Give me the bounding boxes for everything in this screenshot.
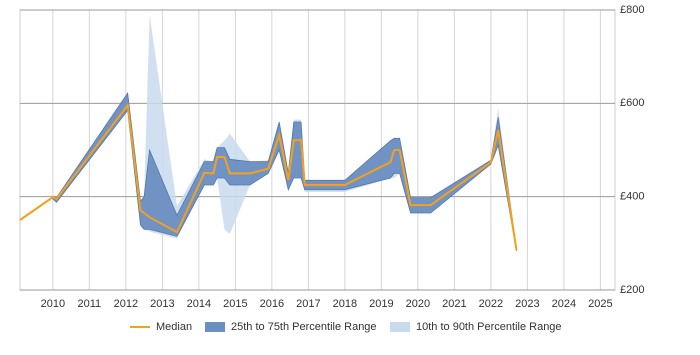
legend-label: 10th to 90th Percentile Range — [416, 321, 562, 333]
x-tick-label: 2011 — [78, 298, 102, 310]
x-tick-label: 2025 — [588, 298, 612, 310]
x-tick-label: 2018 — [333, 298, 357, 310]
y-tick-label: £200 — [620, 284, 644, 296]
x-tick-label: 2015 — [223, 298, 247, 310]
percentile-band — [52, 14, 517, 251]
y-tick-label: £600 — [620, 97, 644, 109]
x-tick-label: 2012 — [114, 298, 138, 310]
x-tick-label: 2021 — [442, 298, 466, 310]
x-tick-label: 2019 — [369, 298, 393, 310]
x-tick-label: 2022 — [479, 298, 503, 310]
x-tick-label: 2013 — [150, 298, 174, 310]
y-tick-label: £800 — [620, 4, 644, 16]
x-tick-label: 2017 — [296, 298, 320, 310]
legend-swatch — [205, 322, 225, 332]
percentile-band — [52, 91, 517, 251]
x-tick-label: 2023 — [515, 298, 539, 310]
x-tick-label: 2020 — [406, 298, 430, 310]
x-tick-label: 2024 — [552, 298, 576, 310]
x-tick-label: 2016 — [260, 298, 284, 310]
median-line — [19, 102, 518, 251]
y-tick-label: £400 — [620, 191, 644, 203]
x-tick-label: 2014 — [187, 298, 211, 310]
legend-label: 25th to 75th Percentile Range — [231, 321, 377, 333]
plot-area — [19, 9, 616, 291]
x-tick-label: 2010 — [41, 298, 65, 310]
legend-swatch — [390, 322, 410, 332]
legend-label: Median — [156, 321, 192, 333]
